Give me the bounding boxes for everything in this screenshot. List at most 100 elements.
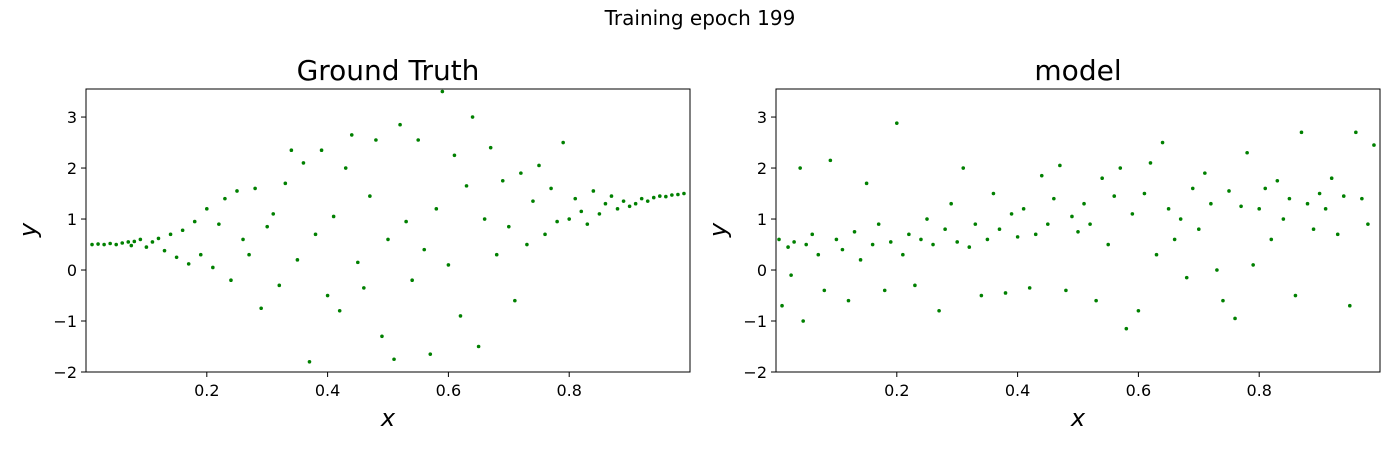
- data-point: [90, 242, 94, 247]
- data-point: [482, 217, 487, 221]
- tick-layer: 0.2 0.4 0.6 0.8 −2 −1 0 1 2 3: [53, 108, 582, 400]
- data-point: [265, 224, 270, 229]
- data-point: [253, 186, 257, 191]
- data-point: [1354, 130, 1358, 135]
- data-point: [870, 242, 875, 247]
- data-point: [162, 248, 167, 253]
- data-point: [337, 309, 342, 313]
- data-point: [144, 245, 149, 249]
- data-point: [579, 209, 584, 214]
- data-point: [633, 201, 638, 206]
- plot-frame: [775, 88, 1381, 373]
- y-tick-label: 0: [67, 261, 77, 280]
- data-point: [901, 252, 905, 257]
- data-point: [1124, 326, 1129, 331]
- data-point: [1112, 194, 1117, 198]
- data-point: [1366, 222, 1370, 226]
- data-point: [404, 219, 408, 224]
- data-point: [919, 237, 923, 242]
- data-point: [597, 212, 602, 216]
- data-point: [114, 242, 118, 247]
- data-point: [561, 140, 565, 145]
- data-point: [295, 258, 300, 262]
- y-tick-label: −2: [53, 363, 77, 382]
- data-point: [507, 224, 511, 229]
- data-point: [1130, 212, 1135, 216]
- data-point: [1046, 222, 1050, 226]
- data-point: [380, 334, 384, 339]
- data-point: [828, 158, 833, 163]
- data-point: [138, 237, 143, 242]
- data-point: [664, 194, 668, 199]
- data-point: [168, 232, 173, 237]
- data-point: [789, 273, 793, 277]
- data-point: [277, 283, 282, 288]
- data-point: [126, 240, 131, 244]
- data-point: [319, 148, 324, 152]
- x-tick-label: 0.2: [884, 381, 909, 400]
- data-point: [1263, 186, 1268, 191]
- data-point: [205, 207, 209, 211]
- data-point: [247, 252, 251, 257]
- data-point: [356, 260, 360, 265]
- y-tick-label: 2: [757, 159, 767, 178]
- data-point: [428, 352, 433, 356]
- x-tick-label: 0.4: [315, 381, 340, 400]
- data-point: [567, 217, 571, 221]
- data-point: [1033, 232, 1038, 237]
- data-point: [229, 278, 233, 283]
- data-point: [979, 293, 984, 298]
- data-point: [301, 161, 306, 165]
- data-point: [1070, 214, 1074, 219]
- data-point: [325, 293, 330, 298]
- data-point: [1341, 194, 1346, 198]
- data-point: [931, 242, 935, 247]
- data-point: [1323, 207, 1328, 211]
- data-point: [410, 278, 414, 283]
- panel-title: Ground Truth: [297, 54, 480, 87]
- data-point: [1269, 237, 1274, 242]
- data-point: [537, 163, 541, 168]
- data-point: [621, 199, 626, 203]
- data-point: [1184, 275, 1189, 280]
- data-point: [780, 303, 784, 308]
- data-point: [500, 178, 505, 183]
- panel-title: model: [1034, 54, 1121, 87]
- data-point: [96, 242, 100, 246]
- data-point: [1317, 191, 1322, 196]
- data-point: [822, 288, 827, 293]
- data-point: [476, 344, 481, 349]
- data-point: [997, 227, 1002, 232]
- data-point: [1058, 163, 1062, 168]
- data-point: [434, 207, 439, 211]
- data-point: [132, 239, 137, 244]
- data-point: [777, 237, 781, 242]
- data-point: [331, 214, 336, 219]
- data-point: [1064, 288, 1068, 293]
- data-point: [786, 245, 790, 249]
- x-tick-label: 0.6: [436, 381, 461, 400]
- data-point: [1305, 201, 1310, 206]
- data-point: [801, 319, 805, 323]
- data-point: [1215, 268, 1219, 272]
- data-point: [1106, 242, 1110, 247]
- data-point: [440, 89, 445, 94]
- data-point: [470, 115, 475, 119]
- y-axis-label: y: [704, 222, 732, 238]
- data-point: [102, 242, 106, 247]
- data-point: [1142, 191, 1147, 196]
- plot-frame: [85, 88, 691, 373]
- x-axis-label: x: [380, 404, 396, 432]
- data-point: [192, 219, 197, 224]
- y-axis-label: y: [14, 222, 42, 238]
- data-point: [1100, 176, 1104, 181]
- data-point: [1209, 201, 1213, 206]
- panel-ground-truth: Ground Truth 0.2 0.4 0.6 0.8 −2 −1 0 1 2 3 x y: [14, 54, 691, 432]
- data-point: [810, 232, 815, 237]
- data-point: [289, 148, 294, 152]
- y-tick-label: −2: [743, 363, 767, 382]
- data-point: [1039, 173, 1044, 178]
- data-point: [804, 242, 808, 247]
- data-point: [1027, 286, 1032, 290]
